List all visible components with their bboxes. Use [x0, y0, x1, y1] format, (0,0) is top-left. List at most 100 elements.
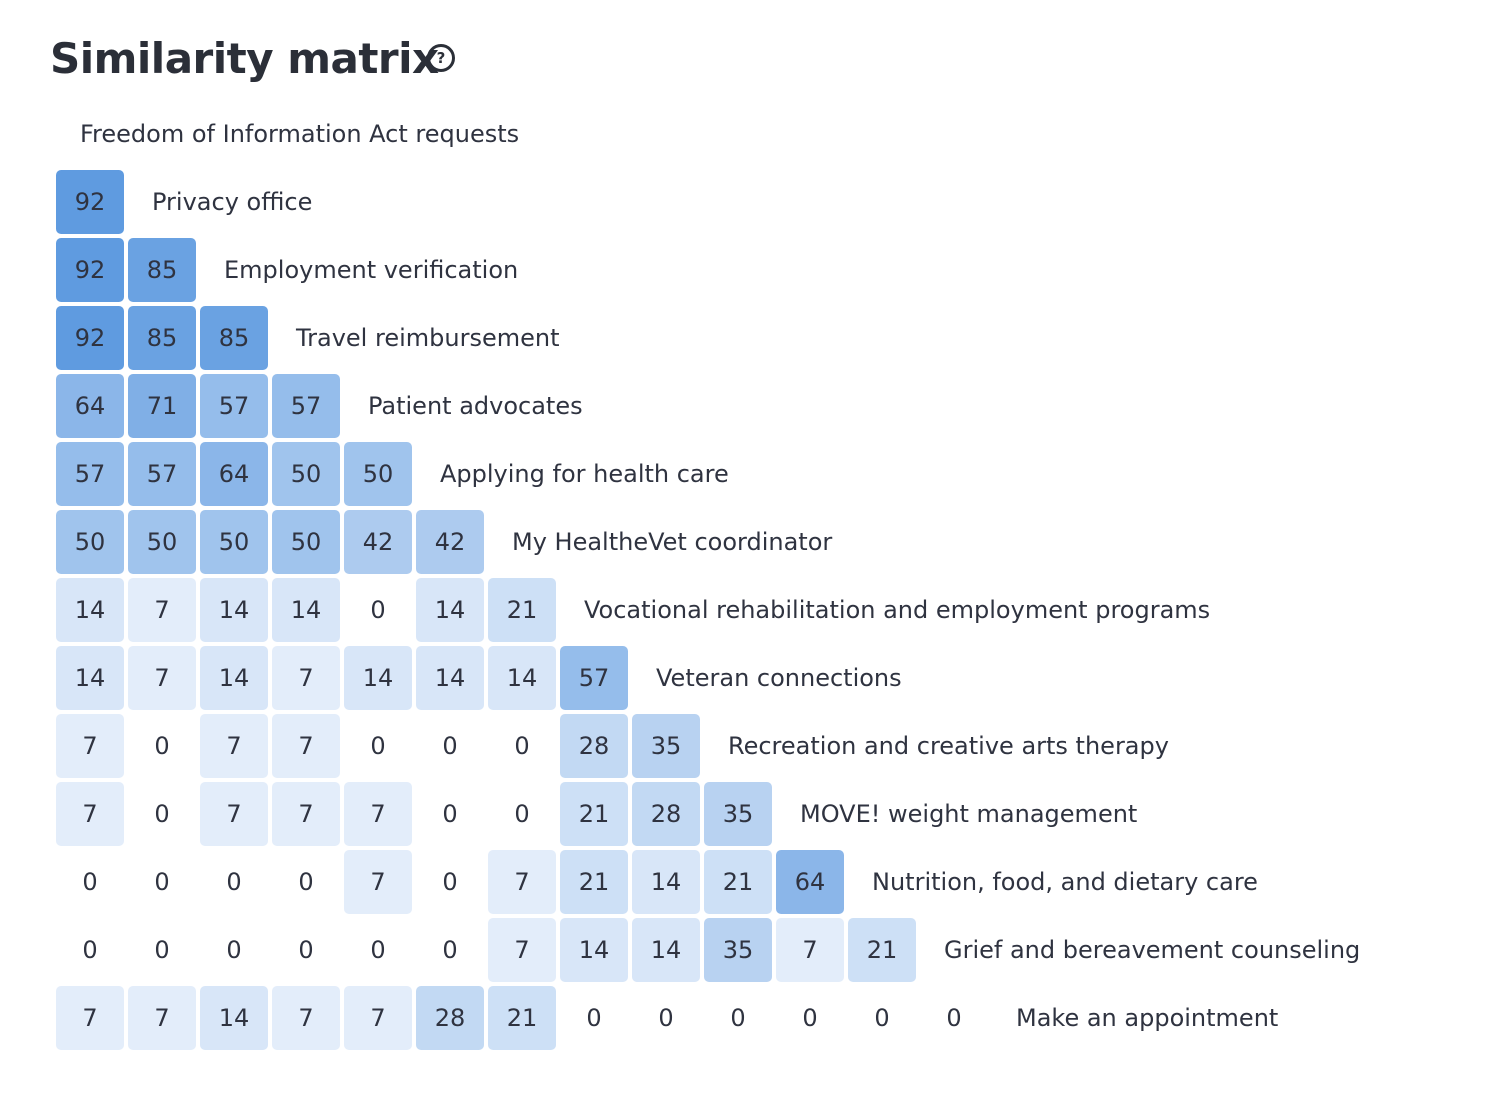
- matrix-cell: 50: [200, 510, 268, 574]
- matrix-cell: 28: [416, 986, 484, 1050]
- matrix-cell: 7: [200, 714, 268, 778]
- matrix-cell: 85: [128, 238, 196, 302]
- matrix-cell: 7: [56, 782, 124, 846]
- matrix-cell: 0: [298, 868, 314, 896]
- matrix-cell: 64: [200, 442, 268, 506]
- matrix-cell: 21: [704, 850, 772, 914]
- matrix-cell: 57: [272, 374, 340, 438]
- row-label: MOVE! weight management: [800, 800, 1138, 828]
- matrix-cell: 57: [128, 442, 196, 506]
- matrix-cell: 14: [344, 646, 412, 710]
- matrix-cell: 0: [442, 936, 458, 964]
- matrix-cell: 0: [154, 800, 170, 828]
- matrix-cell: 0: [442, 732, 458, 760]
- matrix-cell: 0: [82, 868, 98, 896]
- matrix-cell: 7: [272, 782, 340, 846]
- matrix-cell: 0: [370, 936, 386, 964]
- matrix-cell: 14: [416, 646, 484, 710]
- row-label: Privacy office: [152, 188, 313, 216]
- matrix-cell: 21: [560, 850, 628, 914]
- matrix-cell: 57: [200, 374, 268, 438]
- row-label: Freedom of Information Act requests: [80, 120, 520, 148]
- page-title: Similarity matrix: [50, 34, 439, 83]
- row-label: Recreation and creative arts therapy: [728, 732, 1169, 760]
- matrix-cell: 21: [488, 578, 556, 642]
- matrix-cell: 0: [658, 1004, 674, 1032]
- matrix-cell: 7: [56, 986, 124, 1050]
- matrix-cell: 7: [776, 918, 844, 982]
- row-label: Veteran connections: [656, 664, 902, 692]
- matrix-cell: 85: [200, 306, 268, 370]
- matrix-cell: 28: [632, 782, 700, 846]
- matrix-cell: 14: [200, 986, 268, 1050]
- matrix-cell: 21: [488, 986, 556, 1050]
- matrix-cell: 0: [514, 800, 530, 828]
- row-label: Make an appointment: [1016, 1004, 1279, 1032]
- matrix-cell: 35: [704, 918, 772, 982]
- matrix-cell: 7: [272, 986, 340, 1050]
- row-label: Travel reimbursement: [296, 324, 560, 352]
- matrix-cell: 50: [344, 442, 412, 506]
- matrix-cell: 0: [154, 732, 170, 760]
- matrix-cell: 0: [514, 732, 530, 760]
- matrix-cell: 0: [586, 1004, 602, 1032]
- matrix-cell: 14: [632, 850, 700, 914]
- matrix-cell: 85: [128, 306, 196, 370]
- matrix-cell: 0: [370, 732, 386, 760]
- matrix-cell: 28: [560, 714, 628, 778]
- matrix-cell: 57: [56, 442, 124, 506]
- matrix-cell: 92: [56, 170, 124, 234]
- matrix-cell: 42: [344, 510, 412, 574]
- matrix-cell: 50: [128, 510, 196, 574]
- matrix-cell: 14: [632, 918, 700, 982]
- matrix-cell: 92: [56, 306, 124, 370]
- matrix-cell: 0: [154, 936, 170, 964]
- matrix-cell: 42: [416, 510, 484, 574]
- matrix-cell: 7: [272, 646, 340, 710]
- matrix-cell: 0: [802, 1004, 818, 1032]
- matrix-cell: 14: [56, 578, 124, 642]
- matrix-cell: 7: [128, 578, 196, 642]
- matrix-cell: 7: [128, 646, 196, 710]
- matrix-cell: 0: [298, 936, 314, 964]
- row-label: Employment verification: [224, 256, 519, 284]
- matrix-cell: 0: [946, 1004, 962, 1032]
- matrix-cell: 0: [154, 868, 170, 896]
- matrix-cell: 0: [370, 596, 386, 624]
- matrix-cell: 7: [200, 782, 268, 846]
- row-label: Patient advocates: [368, 392, 583, 420]
- matrix-cell: 50: [272, 442, 340, 506]
- help-icon[interactable]: ?: [427, 44, 455, 72]
- matrix-cell: 57: [560, 646, 628, 710]
- row-label: Grief and bereavement counseling: [944, 936, 1361, 964]
- matrix-cell: 50: [272, 510, 340, 574]
- matrix-cell: 0: [730, 1004, 746, 1032]
- matrix-cell: 0: [226, 868, 242, 896]
- matrix-cell: 14: [416, 578, 484, 642]
- matrix-cell: 64: [56, 374, 124, 438]
- matrix-cell: 0: [874, 1004, 890, 1032]
- row-label: My HealtheVet coordinator: [512, 528, 833, 556]
- matrix-cell: 7: [344, 986, 412, 1050]
- matrix-cell: 7: [344, 850, 412, 914]
- matrix-cell: 35: [632, 714, 700, 778]
- matrix-cell: 21: [560, 782, 628, 846]
- matrix-cell: 0: [82, 936, 98, 964]
- row-label: Vocational rehabilitation and employment…: [584, 596, 1211, 624]
- matrix-cell: 50: [56, 510, 124, 574]
- matrix-cell: 14: [200, 646, 268, 710]
- row-label: Applying for health care: [440, 460, 729, 488]
- matrix-cell: 21: [848, 918, 916, 982]
- matrix-cell: 14: [272, 578, 340, 642]
- matrix-cell: 0: [442, 800, 458, 828]
- matrix-cell: 64: [776, 850, 844, 914]
- matrix-cell: 14: [200, 578, 268, 642]
- matrix-cell: 14: [56, 646, 124, 710]
- matrix-cell: 7: [344, 782, 412, 846]
- matrix-cell: 71: [128, 374, 196, 438]
- matrix-cell: 35: [704, 782, 772, 846]
- matrix-cell: 92: [56, 238, 124, 302]
- matrix-cell: 14: [488, 646, 556, 710]
- matrix-cell: 0: [226, 936, 242, 964]
- matrix-cell: 0: [442, 868, 458, 896]
